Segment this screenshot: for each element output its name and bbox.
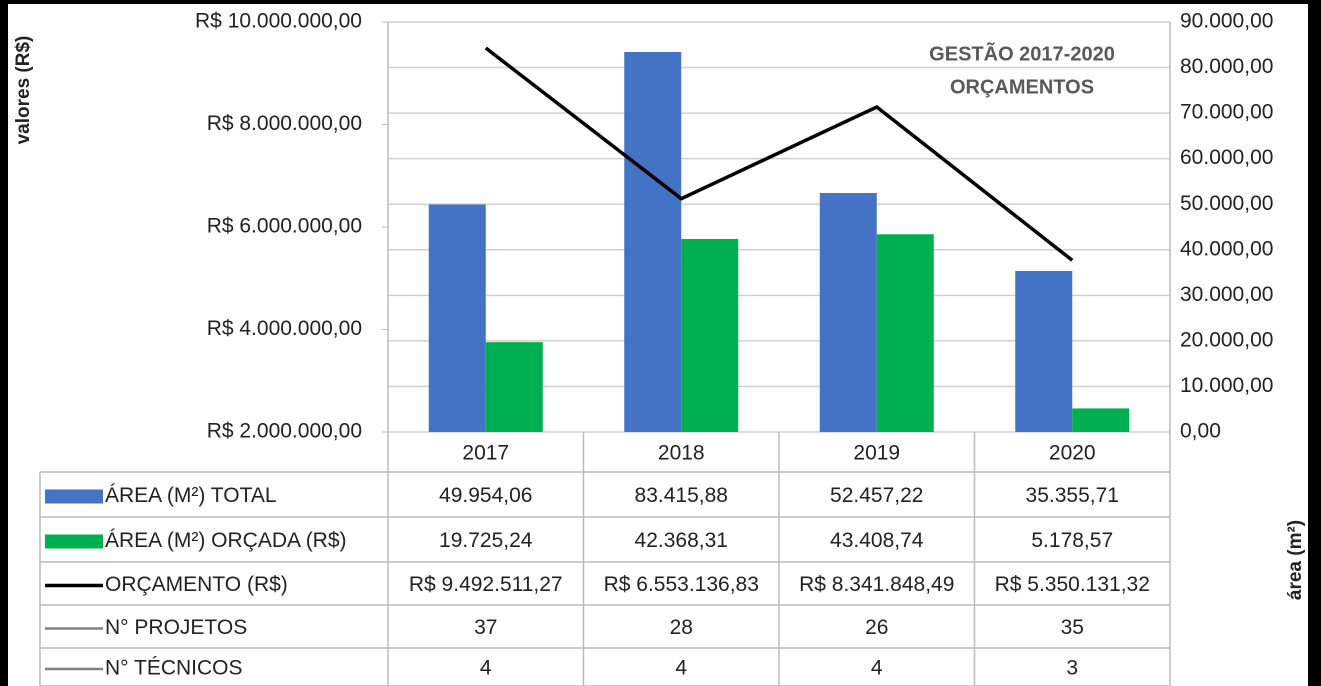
y2-tick-label: 10.000,00 xyxy=(1180,374,1273,397)
y2-tick-label: 80.000,00 xyxy=(1180,55,1273,78)
table-cell: 52.457,22 xyxy=(830,484,923,507)
y2-axis-label: área (m²) xyxy=(1285,520,1306,600)
bar xyxy=(485,342,543,432)
table-cell: R$ 9.492.511,27 xyxy=(409,573,563,596)
y-tick-label: R$ 2.000.000,00 xyxy=(207,420,362,443)
y2-tick-label: 30.000,00 xyxy=(1180,283,1273,306)
table-cell: 28 xyxy=(670,616,693,639)
table-cell: 42.368,31 xyxy=(635,529,728,552)
x-tick-label: 2019 xyxy=(853,442,900,465)
y2-tick-label: 50.000,00 xyxy=(1180,192,1273,215)
y2-tick-label: 20.000,00 xyxy=(1180,328,1273,351)
table-cell: 35 xyxy=(1061,616,1084,639)
table-cell: 49.954,06 xyxy=(439,484,532,507)
table-cell: 4 xyxy=(871,657,883,680)
y2-tick-label: 90.000,00 xyxy=(1180,10,1273,33)
table-cell: 26 xyxy=(865,616,888,639)
legend-key xyxy=(45,489,103,504)
y2-tick-label: 60.000,00 xyxy=(1180,146,1273,169)
table-cell: 4 xyxy=(675,657,687,680)
y-tick-label: R$ 8.000.000,00 xyxy=(207,112,362,135)
table-cell: 83.415,88 xyxy=(635,484,728,507)
x-tick-label: 2017 xyxy=(462,442,509,465)
bar xyxy=(624,51,682,432)
chart-subtitle: ORÇAMENTOS xyxy=(950,76,1094,98)
bar xyxy=(428,204,486,432)
y-tick-label: R$ 6.000.000,00 xyxy=(207,215,362,238)
legend-key xyxy=(45,534,103,549)
bar xyxy=(819,193,877,432)
y2-tick-label: 0,00 xyxy=(1180,420,1221,443)
bar xyxy=(876,234,934,432)
table-cell: 35.355,71 xyxy=(1026,484,1119,507)
y-tick-label: R$ 10.000.000,00 xyxy=(195,10,362,33)
table-cell: 4 xyxy=(480,657,492,680)
chart-title: GESTÃO 2017-2020 xyxy=(929,42,1115,65)
legend-label: ORÇAMENTO (R$) xyxy=(105,573,288,596)
x-tick-label: 2018 xyxy=(658,442,705,465)
bar xyxy=(1015,270,1073,432)
table-cell: 3 xyxy=(1066,657,1078,680)
table-cell: 37 xyxy=(474,616,497,639)
y2-tick-label: 70.000,00 xyxy=(1180,101,1273,124)
y2-tick-label: 40.000,00 xyxy=(1180,237,1273,260)
legend-label: N° PROJETOS xyxy=(105,616,247,639)
legend-label: ÁREA (M²) TOTAL xyxy=(105,484,277,507)
y-axis-label: valores (R$) xyxy=(13,36,34,145)
line xyxy=(484,46,1074,262)
table-cell: R$ 8.341.848,49 xyxy=(799,573,954,596)
legend-label: N° TÉCNICOS xyxy=(105,657,243,680)
x-tick-label: 2020 xyxy=(1049,442,1096,465)
bar xyxy=(1072,408,1130,432)
bar xyxy=(681,238,739,432)
table-cell: 19.725,24 xyxy=(439,529,533,552)
y-tick-label: R$ 4.000.000,00 xyxy=(207,317,362,340)
table-cell: R$ 6.553.136,83 xyxy=(604,573,759,596)
table-cell: 43.408,74 xyxy=(830,529,924,552)
legend-label: ÁREA (M²) ORÇADA (R$) xyxy=(105,529,347,552)
table-cell: 5.178,57 xyxy=(1031,529,1113,552)
table-cell: R$ 5.350.131,32 xyxy=(995,573,1150,596)
